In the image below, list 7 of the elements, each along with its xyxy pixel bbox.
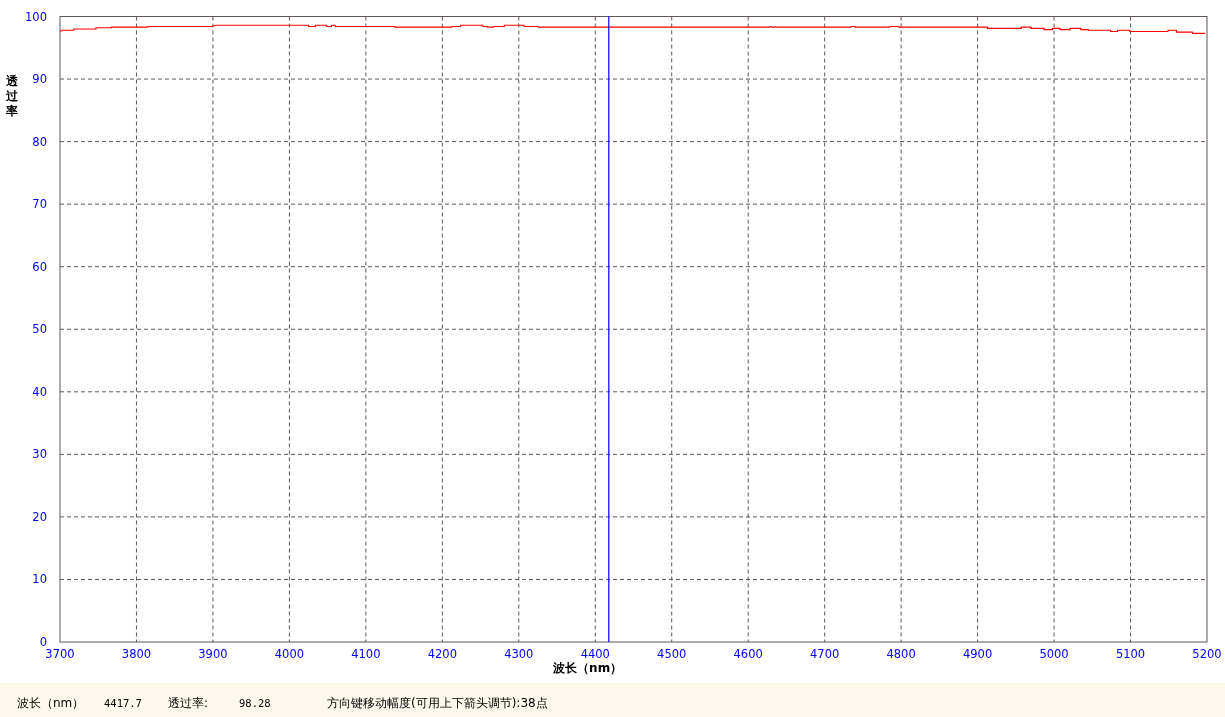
annotation: 透过率: — [168, 696, 209, 710]
annotation: 方向键移动幅度(可用上下箭头调节):38点 — [327, 696, 548, 710]
annotation: 波长（nm） — [17, 696, 85, 710]
xlabel: 波长（nm） — [553, 661, 623, 675]
ylabel: 透过率 — [6, 74, 18, 118]
annotation: 4417.7 — [104, 697, 142, 709]
annotation: 98.28 — [239, 697, 271, 709]
